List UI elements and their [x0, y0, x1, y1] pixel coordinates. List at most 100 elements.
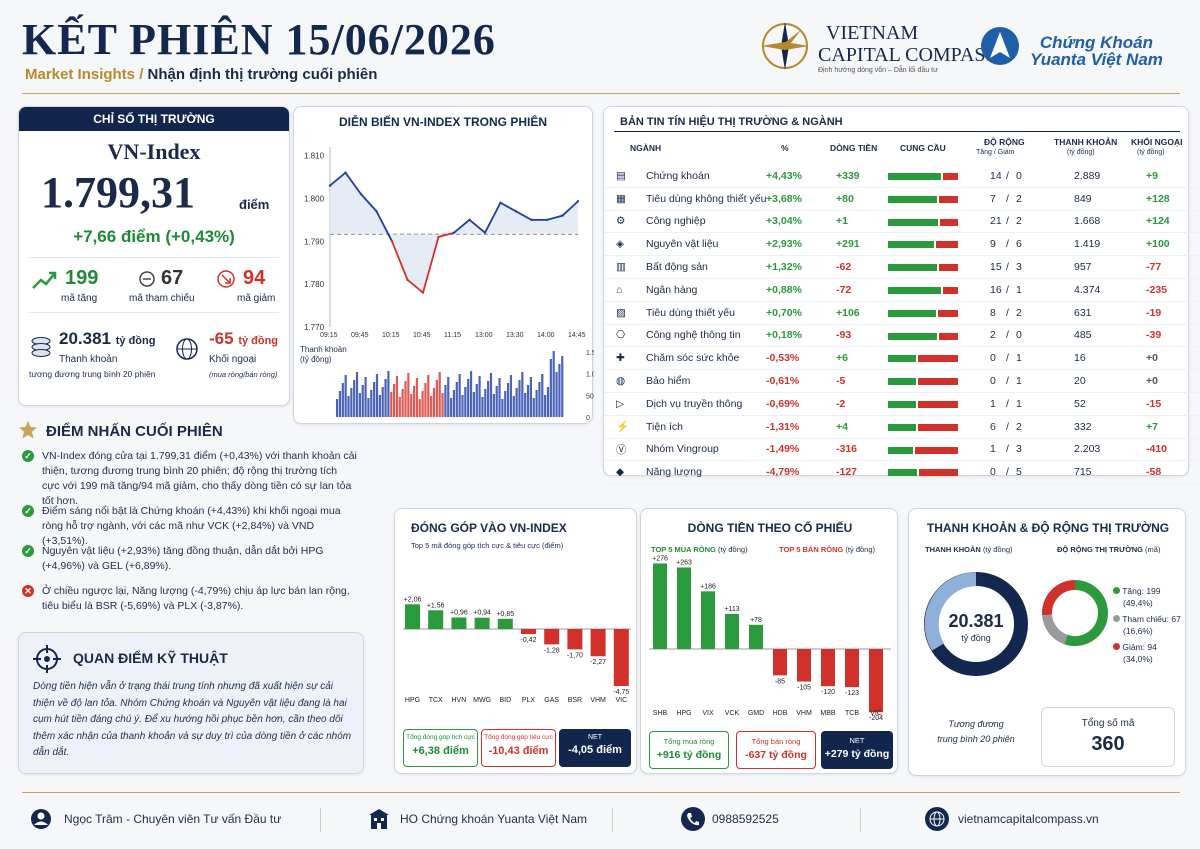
supply-red [919, 469, 958, 477]
volume-bar [475, 384, 478, 417]
breadth-slice-Tham chiếu [1042, 614, 1068, 645]
volume-bar [495, 386, 498, 417]
breadth-legend: Tăng: 199 (49,4%) Tham chiếu: 67 (16,6%)… [1113, 585, 1181, 665]
liq-donut-value: 20.381 [948, 611, 1004, 631]
volume-bar [492, 394, 495, 417]
subtitle-market-insights: Market Insights [25, 66, 136, 83]
flow-bar [725, 613, 739, 649]
sector-flow: -316 [836, 443, 858, 456]
index-line-segment [344, 172, 362, 195]
index-point [468, 218, 471, 222]
sector-breadth-up: 16 [990, 283, 1002, 296]
volume-bar [401, 389, 404, 417]
volume-bar [541, 374, 544, 417]
volume-bar [524, 393, 527, 417]
supply-demand-bar [888, 423, 958, 431]
sector-pct: -0,53% [766, 352, 800, 365]
sector-pct: -1,31% [766, 420, 800, 433]
flow-bar [749, 624, 763, 649]
sector-breadth-down: 2 [1016, 192, 1022, 205]
sector-breadth-sep: / [1006, 352, 1009, 365]
contribution-bar [451, 617, 467, 629]
index-line-segment [500, 201, 517, 213]
index-divider [29, 257, 279, 258]
supply-green [888, 469, 918, 477]
flow-category: HDB [773, 710, 788, 717]
supply-green [888, 401, 916, 408]
index-divider-2 [29, 312, 279, 313]
contribution-label: -4,75 [613, 689, 629, 696]
trend-up-icon [32, 271, 57, 289]
flow-label: +263 [676, 559, 692, 566]
volume-bar [424, 383, 427, 417]
index-value: 1.799,31 [41, 168, 195, 217]
liq-title-unit: (tỷ đồng) [982, 545, 1013, 554]
index-point [499, 201, 502, 204]
foreign-number: -65 [209, 329, 234, 348]
y-tick-label: 1.800 [304, 194, 325, 203]
contribution-bar [521, 629, 536, 635]
y-tick-label: 1.810 [304, 152, 325, 161]
sector-breadth-up: 1 [990, 443, 996, 456]
flow-label: +113 [724, 606, 739, 613]
volume-bar [552, 351, 555, 417]
volume-bar [353, 380, 356, 417]
volume-bar [395, 376, 399, 417]
highlight-text-4: Ở chiều ngược lại, Năng lượng (-4,79%) c… [42, 585, 350, 612]
col-breadth: ĐỘ RỘNG [984, 137, 1025, 147]
index-point [390, 240, 394, 243]
sector-breadth-up: 2 [990, 329, 996, 342]
volume-label-2: (tỷ đồng) [300, 355, 332, 364]
sector-pct: -4,79% [766, 466, 800, 479]
sector-foreign: +124 [1146, 215, 1170, 228]
supply-demand-bar [888, 446, 958, 454]
index-point [576, 200, 580, 203]
technical-card: QUAN ĐIỂM KỸ THUẬT Dòng tiền hiện vẫn ở … [18, 632, 364, 774]
legend-ref-pct: (16,6%) [1123, 626, 1153, 636]
sector-foreign: +7 [1146, 420, 1158, 433]
footer-web[interactable]: vietnamcapitalcompass.vn [958, 812, 1099, 826]
supply-red [939, 332, 958, 340]
breadth-title: ĐỘ RỘNG THỊ TRƯỜNG (mã) [1057, 545, 1160, 554]
sector-foreign: +128 [1146, 192, 1170, 205]
liquidity-note: tương đương trung bình 20 phiên [29, 369, 156, 379]
cross-icon: ✕ [22, 585, 34, 597]
sector-breadth-sep: / [1006, 420, 1009, 433]
flows-net-label: NET [849, 736, 865, 745]
volume-bar [344, 375, 347, 417]
legend-up-pct: (49,4%) [1123, 598, 1153, 608]
sector-name: Tiêu dùng thiết yếu [646, 306, 735, 319]
flow-bar [869, 649, 883, 713]
volume-bar [415, 378, 418, 417]
footer-phone[interactable]: 0988592525 [712, 812, 779, 826]
sector-breadth-up: 15 [990, 261, 1002, 274]
index-unit: điểm [239, 197, 270, 212]
table-row: ▤ Chứng khoán +4,43% +339 14 / 0 2.889 +9 [604, 165, 1199, 188]
supply-red [939, 264, 958, 272]
sector-liquidity: 1.668 [1074, 215, 1101, 228]
flow-category: GMD [748, 710, 764, 717]
sector-icon: ▷ [616, 397, 625, 410]
sector-breadth-down: 3 [1016, 443, 1022, 456]
volume-bar [373, 382, 376, 417]
volume-bar [469, 371, 473, 417]
flow-label: -85 [775, 678, 785, 685]
contribution-positive-box: Tổng đóng góp tích cực +6,38 điểm [403, 729, 478, 767]
supply-green [888, 378, 916, 386]
sector-liquidity: 2.203 [1074, 443, 1101, 456]
col-foreign: KHỐI NGOẠI [1131, 137, 1183, 147]
index-point [328, 184, 332, 187]
sector-pct: +2,93% [766, 238, 802, 251]
contribution-category: TCX [429, 697, 443, 704]
sector-breadth-sep: / [1006, 169, 1009, 182]
sector-foreign: -39 [1146, 329, 1162, 342]
col-foreign-sub: (tỷ đồng) [1137, 149, 1165, 156]
building-icon [369, 809, 389, 829]
sector-breadth-sep: / [1006, 397, 1009, 410]
sector-breadth-sep: / [1006, 375, 1009, 388]
index-line-segment [561, 200, 579, 217]
breadth-title-unit: (mã) [1145, 545, 1161, 554]
liq-title-text: THANH KHOẢN [925, 545, 981, 554]
index-line-segment [422, 236, 440, 293]
technical-title: QUAN ĐIỂM KỸ THUẬT [73, 650, 228, 666]
